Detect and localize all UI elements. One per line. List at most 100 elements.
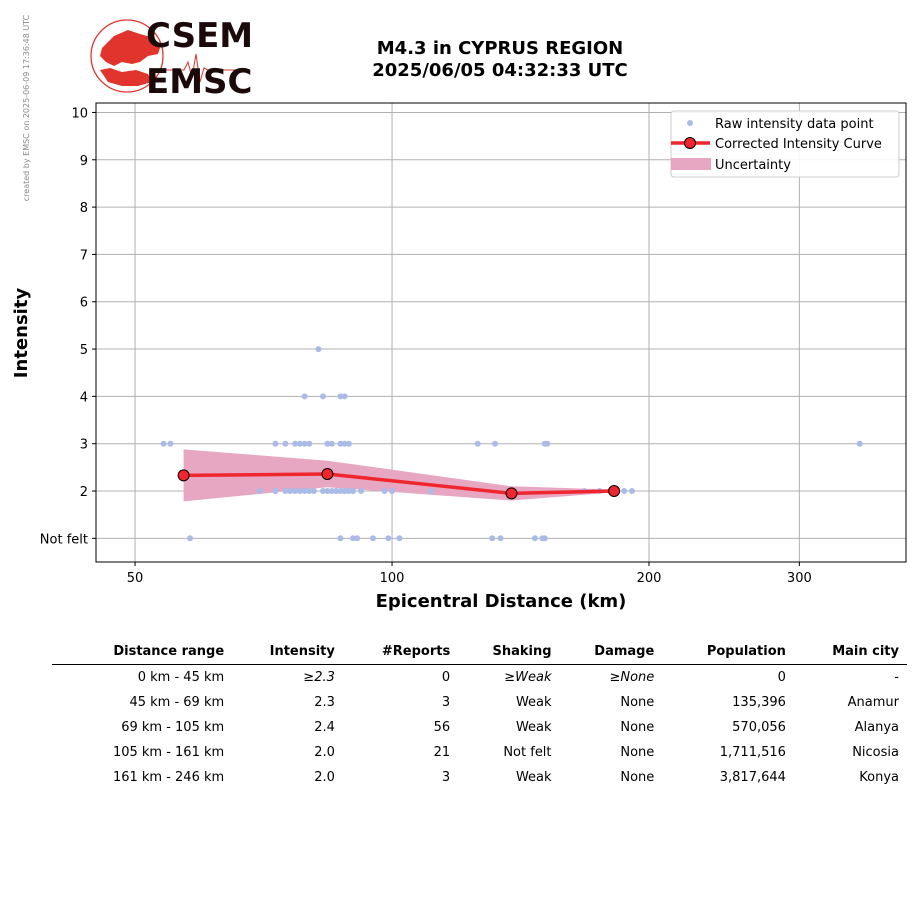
distance-summary-table: Distance range Intensity #Reports Shakin… — [52, 640, 907, 790]
raw-intensity-point — [354, 535, 361, 542]
y-tick-label: 10 — [71, 106, 88, 121]
table-row: 161 km - 246 km 2.0 3 Weak None 3,817,64… — [52, 765, 907, 790]
cell-damage: ≥None — [609, 670, 655, 685]
raw-intensity-point — [345, 440, 352, 447]
header-shaking: Shaking — [492, 643, 552, 659]
legend-uncertainty-label: Uncertainty — [715, 158, 791, 173]
cell-reports: 3 — [441, 695, 451, 710]
cell-reports: 21 — [433, 745, 451, 760]
legend-curve-label: Corrected Intensity Curve — [715, 137, 882, 152]
header-main-city: Main city — [832, 643, 899, 659]
raw-intensity-point — [621, 488, 628, 494]
cell-intensity: ≥2.3 — [303, 670, 335, 685]
raw-intensity-point — [541, 535, 548, 542]
curve-marker — [321, 468, 334, 480]
raw-intensity-point — [337, 393, 344, 400]
plot-frame — [95, 102, 907, 563]
raw-intensity-point — [328, 488, 335, 494]
raw-intensity-point — [282, 488, 289, 494]
table-row: 69 km - 105 km 2.4 56 Weak None 570,056 … — [52, 715, 907, 740]
raw-intensity-point — [350, 535, 356, 542]
raw-intensity-point — [396, 535, 403, 542]
y-tick-label: 2 — [80, 485, 88, 500]
legend: Raw intensity data point Corrected Inten… — [670, 110, 900, 178]
raw-intensity-point — [187, 535, 194, 542]
cell-shaking: Weak — [515, 695, 552, 710]
cell-reports: 56 — [433, 720, 451, 735]
cell-population: 1,711,516 — [719, 745, 786, 760]
raw-intensity-point — [531, 535, 538, 542]
y-tick-label: 7 — [80, 248, 88, 263]
raw-intensity-point — [301, 393, 308, 400]
raw-intensity-point — [306, 488, 313, 494]
raw-intensity-point — [333, 488, 340, 494]
raw-intensity-point — [350, 488, 356, 494]
chart-title: M4.3 in CYPRUS REGION 2025/06/05 04:32:3… — [300, 38, 700, 82]
raw-intensity-point — [497, 535, 504, 542]
raw-intensity-point — [489, 535, 496, 542]
header-distance-range: Distance range — [113, 643, 225, 659]
raw-intensity-point — [256, 488, 263, 494]
raw-intensity-point — [345, 488, 352, 494]
y-tick-label: 8 — [80, 201, 88, 216]
raw-intensity-point — [282, 440, 289, 447]
raw-intensity-point — [341, 393, 348, 400]
header-reports: #Reports — [381, 643, 451, 659]
cell-reports: 3 — [441, 770, 451, 785]
cell-city: - — [894, 670, 899, 685]
raw-intensity-point — [324, 440, 331, 447]
raw-intensity-point — [296, 488, 303, 494]
cell-population: 3,817,644 — [719, 770, 786, 785]
raw-intensity-point — [167, 440, 174, 447]
cell-shaking: Weak — [515, 720, 552, 735]
cell-intensity: 2.0 — [314, 770, 335, 785]
raw-intensity-point — [320, 488, 326, 494]
legend-uncertainty-swatch — [671, 158, 711, 170]
raw-intensity-point — [292, 488, 299, 494]
header-population: Population — [706, 643, 786, 659]
raw-intensity-point — [492, 440, 498, 447]
raw-intensity-point — [337, 488, 344, 494]
curve-marker — [608, 485, 621, 497]
raw-intensity-point — [296, 440, 303, 447]
raw-intensity-point — [474, 440, 481, 447]
y-tick-label: 4 — [80, 390, 88, 405]
cell-city: Konya — [859, 770, 899, 785]
table-header-row: Distance range Intensity #Reports Shakin… — [52, 640, 907, 665]
x-tick-label: 50 — [127, 571, 144, 586]
table-row: 45 km - 69 km 2.3 3 Weak None 135,396 An… — [52, 690, 907, 715]
cell-population: 0 — [777, 670, 786, 685]
raw-intensity-point — [427, 488, 434, 494]
raw-intensity-point — [389, 488, 395, 494]
cell-population: 570,056 — [732, 720, 786, 735]
cell-shaking: Weak — [515, 770, 552, 785]
cell-shaking: ≥Weak — [504, 670, 552, 685]
legend-raw-marker — [687, 120, 693, 126]
cell-population: 135,396 — [732, 695, 786, 710]
title-line-2: 2025/06/05 04:32:33 UTC — [372, 60, 628, 81]
raw-intensity-point — [337, 535, 344, 542]
x-tick-label: 100 — [380, 571, 405, 586]
curve-marker — [505, 487, 518, 500]
raw-intensity-point — [272, 440, 279, 447]
raw-intensity-point — [328, 440, 335, 447]
table-row: 105 km - 161 km 2.0 21 Not felt None 1,7… — [52, 740, 907, 765]
raw-intensity-point — [370, 535, 376, 542]
cell-damage: None — [620, 720, 655, 735]
y-tick-label: 6 — [80, 296, 88, 311]
raw-intensity-point — [160, 440, 167, 447]
cell-damage: None — [620, 695, 655, 710]
curve-marker — [177, 469, 190, 482]
raw-intensity-point — [301, 440, 308, 447]
logo-top-text: CSEM — [146, 18, 253, 56]
raw-intensity-point — [385, 535, 392, 542]
cell-reports: 0 — [441, 670, 451, 685]
table-row: 0 km - 45 km ≥2.3 0 ≥Weak ≥None 0 - — [52, 665, 907, 691]
raw-intensity-point — [301, 488, 308, 494]
raw-intensity-point — [629, 488, 635, 494]
raw-intensity-point — [306, 440, 313, 447]
y-tick-label: 5 — [80, 343, 88, 358]
raw-intensity-point — [320, 393, 326, 400]
raw-intensity-point — [292, 440, 299, 447]
cell-city: Anamur — [847, 695, 899, 710]
